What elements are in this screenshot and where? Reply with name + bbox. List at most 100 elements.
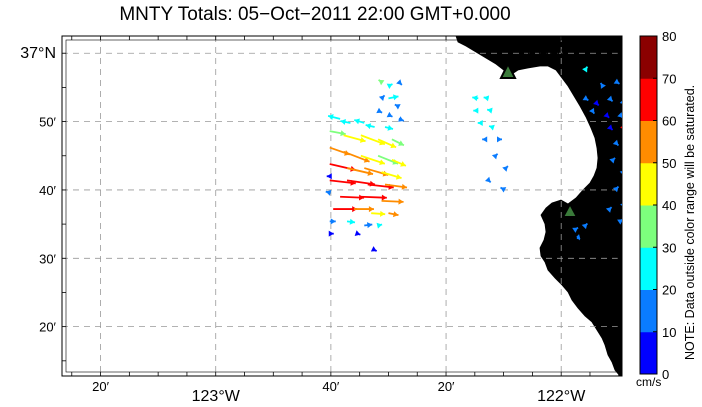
current-vector [482,136,488,143]
lat-label: 20′ [39,320,56,335]
current-vector [574,234,582,241]
colorbar [639,35,658,375]
current-vector [378,79,385,86]
current-vector [329,218,336,225]
current-vector [365,123,375,130]
current-vector [500,186,507,193]
current-vector [627,187,633,192]
current-vector [370,246,378,252]
current-vector [360,154,386,166]
current-vector [343,150,370,163]
current-vector [634,173,639,179]
current-vector [589,107,596,115]
colorbar-tick: 30 [662,240,676,255]
colorbar-segment [640,36,657,79]
current-vector [473,107,479,114]
lat-label: 37°N [20,45,56,62]
map-title: MNTY Totals: 05−Oct−2011 22:00 GMT+0.000 [119,4,511,25]
colorbar-segment [640,205,657,248]
current-vector [398,116,405,122]
colorbar-tick: 10 [662,325,676,340]
current-vector [617,218,622,225]
current-vector [346,167,374,176]
lon-label: 122°W [537,388,586,405]
lon-label: 20′ [92,379,109,394]
colorbar-tick: 70 [662,71,676,86]
station-moss-landing [561,201,579,218]
lon-label: 123°W [192,388,241,405]
scale-arrow-label: 25 cm/s [520,43,568,58]
current-vector [477,119,483,126]
colorbar-unit: cm/s [636,375,661,389]
current-vector [360,194,387,201]
current-vector [340,118,351,125]
current-vector [502,165,509,172]
current-vector [593,99,600,107]
colorbar-segment [640,78,657,121]
current-vector [491,153,499,160]
current-vector [381,171,402,180]
current-vector [620,126,622,129]
colorbar-segment [640,289,657,333]
current-vector [371,210,386,217]
current-vector [386,83,393,89]
colorbar-tick: 40 [662,198,676,213]
current-vector [581,222,589,230]
current-vector [384,183,408,190]
current-vector [391,138,405,147]
land-area [455,36,622,376]
current-vector [627,140,633,145]
current-vector [472,95,479,102]
current-vector [620,203,622,206]
current-vector [378,94,386,101]
current-vector [376,107,383,114]
current-vector [377,138,397,149]
current-vector [388,211,399,218]
current-vector [391,159,407,167]
current-vector [328,230,334,237]
current-vector [484,176,492,184]
current-vector [609,157,616,164]
current-vector [384,124,394,131]
current-vector [326,173,332,180]
current-vector [327,114,341,120]
current-vector [381,198,404,205]
current-vector [606,124,614,131]
current-vector [346,218,356,225]
scale-arrow [582,46,600,52]
current-vector [329,130,346,137]
colorbar-tick: 20 [662,283,676,298]
lon-label: 20′ [438,379,455,394]
current-vector [605,206,613,213]
colorbar-segment [640,331,657,375]
current-vector [376,222,383,229]
current-vector [483,95,490,102]
colorbar-tick: 0 [662,367,669,382]
colorbar-note: NOTE: Data outside color range will be s… [683,85,697,360]
ocean-area [62,36,622,376]
current-vector [630,127,636,133]
latitude-labels: 37°N 50′ 40′ 30′ 20′ [20,45,56,334]
current-vector [630,108,635,114]
map-frame [61,35,623,377]
current-vector [624,156,630,162]
current-vector [386,111,393,118]
current-vector [582,66,589,73]
colorbar-tick: 60 [662,114,676,129]
current-vector [603,112,610,119]
colorbar-tick: 50 [662,156,676,171]
current-vector [612,139,620,147]
colorbar-segment [640,162,657,206]
current-vector [388,94,399,101]
current-vector [354,118,365,125]
current-vector [630,199,636,205]
current-vector [613,78,620,85]
current-vector [488,124,495,131]
station-pt-pinos [499,61,517,79]
current-vector [599,82,606,89]
longitude-labels: 20′ 123°W 40′ 20′ 122°W [92,379,586,405]
current-vectors [325,66,639,252]
current-vector [396,79,403,86]
colorbar-segment [640,247,657,290]
